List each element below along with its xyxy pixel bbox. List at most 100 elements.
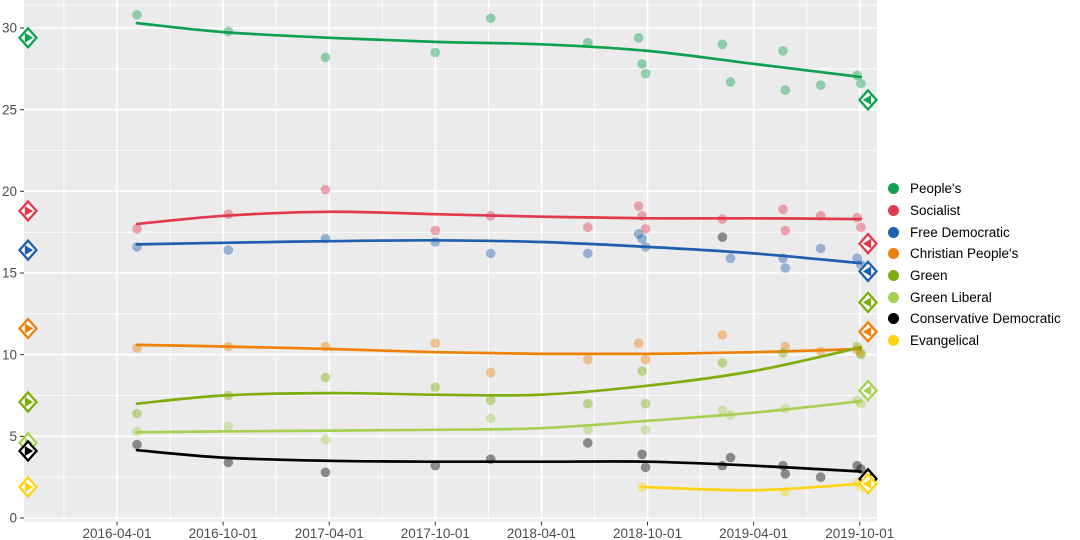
poll-point — [852, 341, 862, 352]
poll-point — [815, 211, 826, 221]
poll-point — [815, 243, 826, 254]
election-2015-marker-evangelical — [17, 475, 39, 499]
poll-point — [633, 229, 644, 239]
poll-point — [856, 222, 866, 233]
poll-point — [223, 457, 234, 468]
legend-label: Conservative Democratic — [910, 311, 1061, 327]
legend-item-christian-peoples: Christian People's — [888, 243, 1061, 265]
poll-point — [780, 263, 791, 273]
poll-point — [856, 349, 866, 360]
poll-point — [132, 224, 142, 234]
poll-point — [717, 405, 728, 416]
x-tick-label: 2019-04-01 — [719, 526, 788, 540]
legend-item-evangelical: Evangelical — [888, 330, 1061, 352]
poll-point — [320, 233, 331, 244]
x-tick-label: 2018-10-01 — [613, 526, 682, 540]
x-tick-label: 2017-04-01 — [295, 526, 364, 540]
poll-point — [583, 438, 593, 448]
trend-line-free-democratic — [135, 238, 863, 265]
y-tick-label: 0 — [9, 511, 17, 526]
legend-dot-free-democratic — [888, 226, 899, 238]
x-tick-label: 2016-04-01 — [82, 526, 151, 540]
y-tick-label: 5 — [9, 429, 17, 444]
poll-point — [132, 10, 142, 20]
poll-point — [640, 68, 651, 79]
legend-label: Free Democratic — [910, 224, 1010, 240]
legend-dot-evangelical — [888, 335, 899, 347]
poll-point — [640, 462, 651, 473]
legend-item-green: Green — [888, 265, 1061, 287]
trend-line-christian-peoples — [135, 343, 863, 356]
poll-point — [132, 426, 142, 437]
poll-point — [132, 343, 142, 353]
poll-point — [717, 39, 728, 50]
legend-label: Green — [910, 268, 948, 284]
y-tick-label: 15 — [2, 266, 17, 281]
poll-point — [725, 77, 736, 87]
poll-point — [633, 201, 644, 211]
poll-point — [852, 460, 862, 471]
legend-label: People's — [910, 181, 962, 197]
poll-point — [430, 237, 441, 247]
poll-points-socialist — [132, 184, 866, 236]
poll-point — [778, 204, 788, 215]
trend-line-green-liberal — [135, 399, 863, 434]
poll-point — [320, 52, 331, 63]
legend-item-green-liberal: Green Liberal — [888, 286, 1061, 308]
poll-point — [637, 211, 647, 221]
poll-point — [637, 233, 647, 244]
poll-point — [815, 472, 826, 483]
election-2019-marker-green — [857, 291, 879, 314]
legend-label: Christian People's — [910, 246, 1019, 262]
poll-point — [717, 214, 728, 224]
poll-point — [852, 70, 862, 81]
poll-point — [430, 225, 441, 236]
election-2015-marker-peoples — [17, 26, 39, 50]
poll-point — [856, 78, 866, 89]
trend-line-evangelical — [640, 482, 863, 492]
poll-point — [717, 460, 728, 471]
poll-point — [223, 245, 234, 255]
y-tick-label: 30 — [2, 21, 17, 36]
legend-item-conservative-democratic: Conservative Democratic — [888, 308, 1061, 330]
poll-point — [856, 464, 866, 474]
poll-point — [223, 209, 234, 219]
poll-point — [637, 482, 647, 492]
poll-point — [852, 212, 862, 223]
poll-point — [725, 452, 736, 463]
poll-point — [852, 395, 862, 406]
poll-point — [815, 346, 826, 357]
poll-point — [717, 330, 728, 340]
poll-point — [640, 224, 651, 234]
poll-point — [132, 439, 142, 450]
poll-point — [637, 59, 647, 69]
poll-point — [633, 338, 644, 349]
poll-point — [583, 222, 593, 233]
poll-point — [132, 408, 142, 419]
poll-point — [640, 354, 651, 365]
poll-point — [778, 348, 788, 358]
gridlines-major — [24, 0, 877, 522]
trend-line-green — [135, 345, 863, 406]
poll-point — [485, 395, 496, 406]
legend: People's Socialist Free Democratic Christia… — [888, 178, 1061, 352]
legend-dot-christian-peoples — [888, 248, 899, 260]
poll-point — [717, 232, 728, 242]
legend-label: Green Liberal — [910, 289, 992, 305]
poll-point — [640, 425, 651, 435]
poll-point — [640, 242, 651, 252]
election-2019-marker-evangelical — [857, 472, 879, 495]
poll-point — [320, 184, 331, 195]
poll-point — [778, 460, 788, 471]
legend-dot-green — [888, 270, 899, 282]
poll-point — [320, 467, 331, 478]
poll-point — [223, 390, 234, 401]
poll-points-free-democratic — [132, 229, 866, 273]
election-2015-marker-christian-peoples — [17, 317, 39, 340]
y-tick-label: 20 — [2, 184, 17, 199]
y-axis-labels: 0 5 10 15 20 25 30 — [2, 21, 17, 526]
election-2019-marker-free-democratic — [857, 260, 879, 283]
poll-point — [583, 248, 593, 259]
poll-point — [485, 248, 496, 259]
